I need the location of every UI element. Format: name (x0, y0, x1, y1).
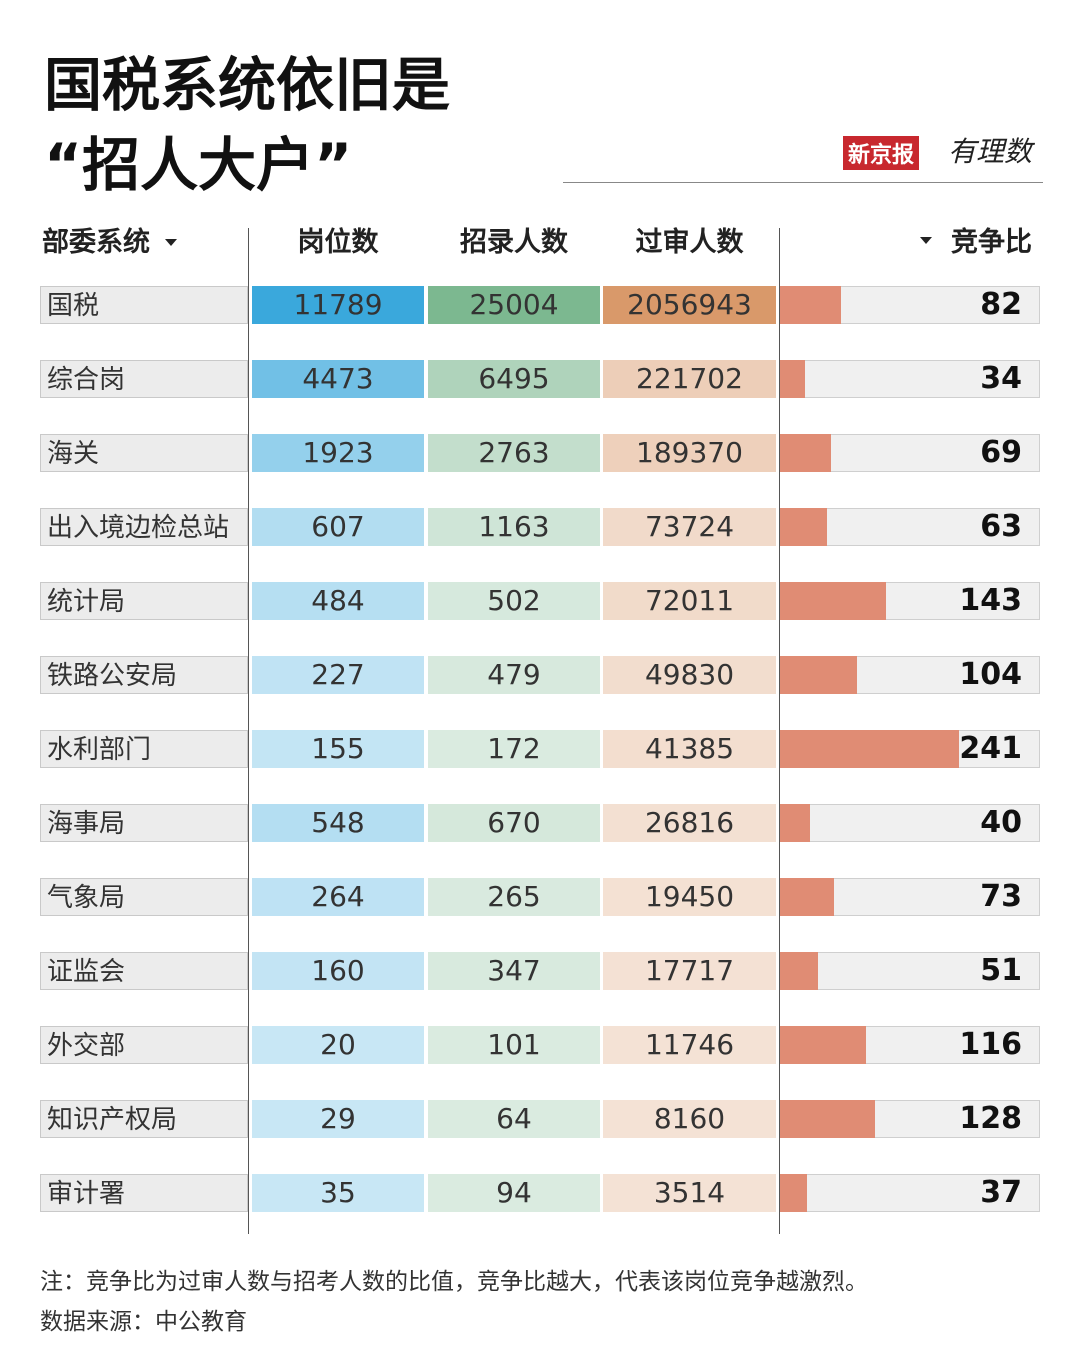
bar (780, 1026, 867, 1064)
bar (780, 582, 887, 620)
table-cell: 172 (428, 730, 600, 768)
divider (563, 182, 1043, 183)
bar (780, 656, 858, 694)
sort-icon (920, 237, 932, 244)
bar (780, 434, 832, 472)
table-cell: 101 (428, 1026, 600, 1064)
bar (780, 508, 827, 546)
table-cell: 19450 (603, 878, 776, 916)
table-cell: 1163 (428, 508, 600, 546)
table-cell: 29 (252, 1100, 424, 1138)
bar (780, 730, 960, 768)
value-label: 116 (959, 1027, 1022, 1062)
table-cell: 221702 (603, 360, 776, 398)
row-label: 综合岗 (40, 360, 248, 398)
table-cell: 4473 (252, 360, 424, 398)
table-cell: 2056943 (603, 286, 776, 324)
row-label: 外交部 (40, 1026, 248, 1064)
value-label: 82 (980, 287, 1022, 322)
bar-track (780, 804, 1040, 842)
divider (779, 228, 780, 1234)
table-cell: 2763 (428, 434, 600, 472)
row-label: 审计署 (40, 1174, 248, 1212)
table-cell: 20 (252, 1026, 424, 1064)
row-label: 海事局 (40, 804, 248, 842)
value-label: 69 (980, 435, 1022, 470)
value-label: 128 (959, 1101, 1022, 1136)
value-label: 241 (959, 731, 1022, 766)
row-label: 气象局 (40, 878, 248, 916)
table-cell: 41385 (603, 730, 776, 768)
table-cell: 265 (428, 878, 600, 916)
table-cell: 11746 (603, 1026, 776, 1064)
table-cell: 25004 (428, 286, 600, 324)
value-label: 40 (980, 805, 1022, 840)
bar-track (780, 360, 1040, 398)
note: 数据来源：中公教育 (40, 1309, 247, 1335)
logo-sub: 有理数 (948, 135, 1033, 168)
title-line: “招人大户” (44, 131, 353, 199)
row-label: 国税 (40, 286, 248, 324)
table-cell: 73724 (603, 508, 776, 546)
logo-brand: 新京报 (843, 136, 920, 170)
title-line: 国税系统依旧是 (44, 51, 451, 119)
table-cell: 347 (428, 952, 600, 990)
table-cell: 227 (252, 656, 424, 694)
table-cell: 160 (252, 952, 424, 990)
bar (780, 286, 841, 324)
row-label: 出入境边检总站 (40, 508, 248, 546)
bar (780, 1100, 876, 1138)
bar (780, 878, 835, 916)
table-cell: 189370 (603, 434, 776, 472)
row-label: 证监会 (40, 952, 248, 990)
table-cell: 8160 (603, 1100, 776, 1138)
value-label: 51 (980, 953, 1022, 988)
table-cell: 11789 (252, 286, 424, 324)
table-cell: 479 (428, 656, 600, 694)
table-cell: 1923 (252, 434, 424, 472)
bar (780, 1174, 808, 1212)
column-header[interactable]: 部委系统 (42, 227, 150, 258)
table-cell: 94 (428, 1174, 600, 1212)
column-header: 过审人数 (635, 227, 744, 258)
value-label: 143 (959, 583, 1022, 618)
sort-icon (165, 239, 177, 246)
table-cell: 17717 (603, 952, 776, 990)
table-cell: 607 (252, 508, 424, 546)
table-cell: 484 (252, 582, 424, 620)
table-cell: 49830 (603, 656, 776, 694)
bar (780, 360, 806, 398)
column-header: 招录人数 (460, 227, 568, 258)
bar-track (780, 1174, 1040, 1212)
row-label: 统计局 (40, 582, 248, 620)
value-label: 34 (980, 361, 1022, 396)
table-cell: 3514 (603, 1174, 776, 1212)
value-label: 37 (980, 1175, 1022, 1210)
table-cell: 72011 (603, 582, 776, 620)
column-header[interactable]: 竞争比 (951, 227, 1032, 258)
row-label: 水利部门 (40, 730, 248, 768)
row-label: 海关 (40, 434, 248, 472)
table-cell: 548 (252, 804, 424, 842)
row-label: 知识产权局 (40, 1100, 248, 1138)
divider (248, 228, 249, 1234)
table-cell: 502 (428, 582, 600, 620)
bar (780, 952, 818, 990)
bar (780, 804, 810, 842)
table-cell: 155 (252, 730, 424, 768)
table-cell: 670 (428, 804, 600, 842)
table-cell: 264 (252, 878, 424, 916)
table-cell: 64 (428, 1100, 600, 1138)
row-label: 铁路公安局 (40, 656, 248, 694)
table-cell: 35 (252, 1174, 424, 1212)
table-cell: 6495 (428, 360, 600, 398)
value-label: 104 (959, 657, 1022, 692)
value-label: 73 (980, 879, 1022, 914)
note: 注：竞争比为过审人数与招考人数的比值，竞争比越大，代表该岗位竞争越激烈。 (40, 1269, 868, 1295)
value-label: 63 (980, 509, 1022, 544)
bar-track (780, 952, 1040, 990)
column-header: 岗位数 (297, 227, 379, 258)
table-cell: 26816 (603, 804, 776, 842)
